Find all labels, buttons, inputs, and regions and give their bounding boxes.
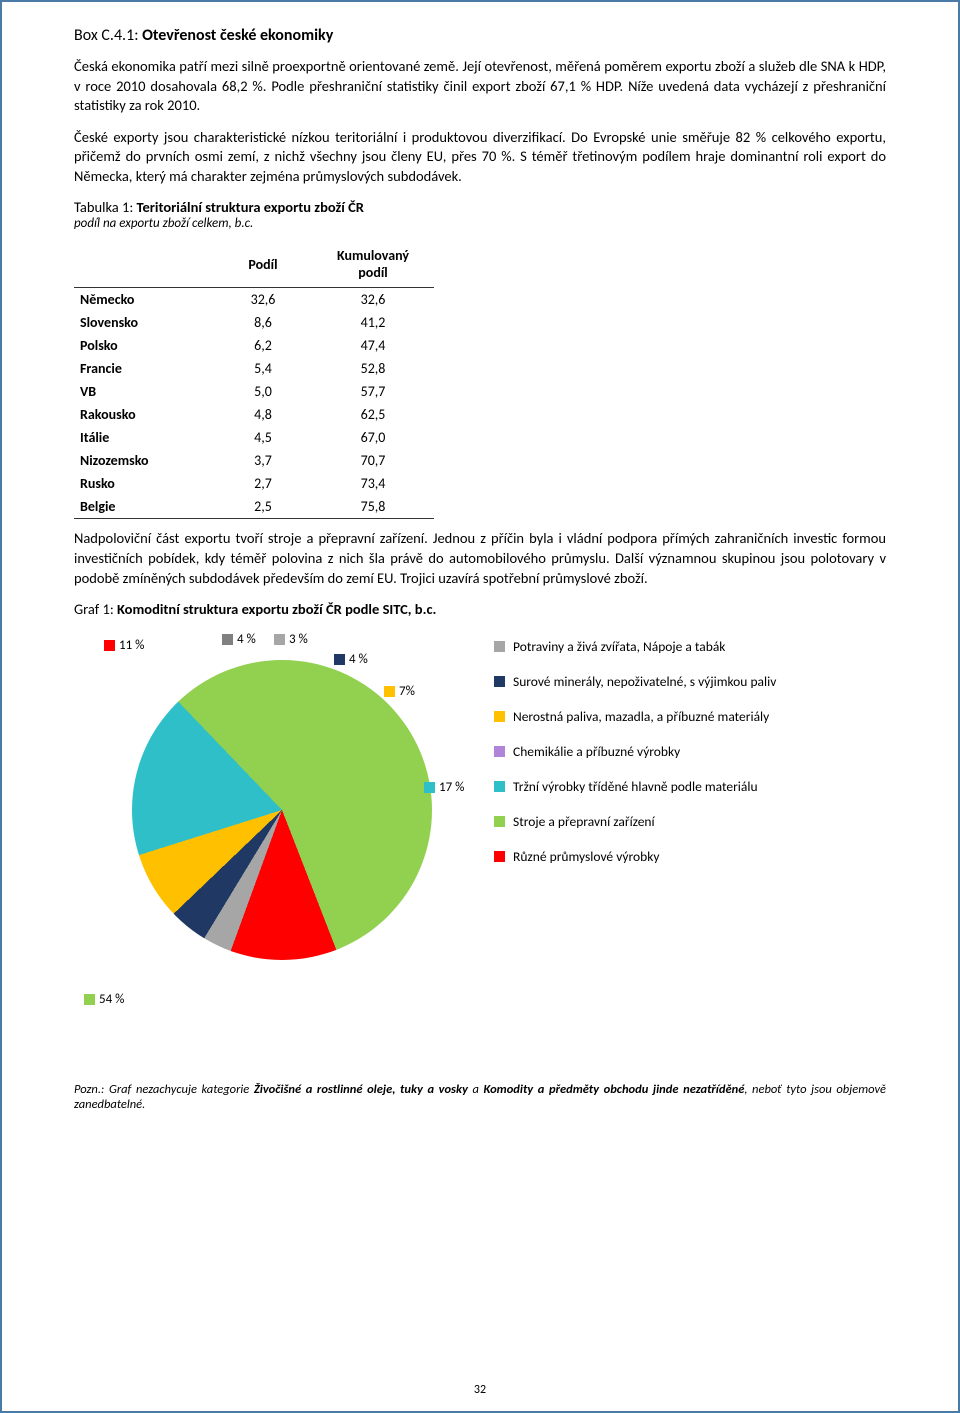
pie-slice-label: 11 % xyxy=(104,638,144,653)
box-label: Box C.4.1: xyxy=(74,26,138,45)
cell-share: 2,5 xyxy=(214,495,324,519)
cell-country: Itálie xyxy=(74,426,214,449)
cell-cum: 32,6 xyxy=(324,288,434,312)
cell-share: 2,7 xyxy=(214,472,324,495)
cell-country: Rusko xyxy=(74,472,214,495)
cell-cum: 73,4 xyxy=(324,472,434,495)
table-row: Rakousko4,862,5 xyxy=(74,403,434,426)
chart-title: Graf 1: Komoditní struktura exportu zbož… xyxy=(74,600,886,618)
page-number: 32 xyxy=(2,1383,958,1397)
table-row: Francie5,452,8 xyxy=(74,357,434,380)
pie-slice-label: 4 % xyxy=(222,632,256,647)
table-row: Nizozemsko3,770,7 xyxy=(74,449,434,472)
table-title: Tabulka 1: Teritoriální struktura export… xyxy=(74,198,886,216)
cell-share: 6,2 xyxy=(214,334,324,357)
legend-swatch xyxy=(494,816,505,827)
footnote-text: Graf nezachycuje kategorie Živočišné a r… xyxy=(74,1082,886,1112)
footnote: Pozn.: Graf nezachycuje kategorie Živoči… xyxy=(74,1082,886,1112)
cell-cum: 70,7 xyxy=(324,449,434,472)
legend-item: Tržní výrobky tříděné hlavně podle mater… xyxy=(494,778,886,795)
cell-cum: 62,5 xyxy=(324,403,434,426)
legend-item: Surové minerály, nepoživatelné, s výjimk… xyxy=(494,673,886,690)
document-page: Box C.4.1: Otevřenost české ekonomiky Če… xyxy=(0,0,960,1413)
cell-share: 32,6 xyxy=(214,288,324,312)
table-title-text: Teritoriální struktura exportu zboží ČR xyxy=(137,198,364,216)
table-title-prefix: Tabulka 1: xyxy=(74,198,133,216)
cell-cum: 57,7 xyxy=(324,380,434,403)
table-row: Rusko2,773,4 xyxy=(74,472,434,495)
legend: Potraviny a živá zvířata, Nápoje a tabák… xyxy=(494,632,886,883)
legend-item: Nerostná paliva, mazadla, a příbuzné mat… xyxy=(494,708,886,725)
export-table: Podíl Kumulovaný podíl Německo32,632,6Sl… xyxy=(74,241,434,519)
legend-label: Chemikálie a příbuzné výrobky xyxy=(513,743,680,760)
cell-share: 5,4 xyxy=(214,357,324,380)
legend-label: Surové minerály, nepoživatelné, s výjimk… xyxy=(513,673,776,690)
legend-label: Tržní výrobky tříděné hlavně podle mater… xyxy=(513,778,758,795)
legend-item: Chemikálie a příbuzné výrobky xyxy=(494,743,886,760)
cell-country: Nizozemsko xyxy=(74,449,214,472)
cell-share: 3,7 xyxy=(214,449,324,472)
legend-label: Stroje a přepravní zařízení xyxy=(513,813,655,830)
cell-cum: 52,8 xyxy=(324,357,434,380)
pie-chart xyxy=(132,660,432,960)
legend-swatch xyxy=(494,641,505,652)
cell-country: Polsko xyxy=(74,334,214,357)
table-row: Polsko6,247,4 xyxy=(74,334,434,357)
paragraph-3: Nadpoloviční část exportu tvoří stroje a… xyxy=(74,529,886,588)
pie-slice-label: 17 % xyxy=(424,780,464,795)
legend-item: Stroje a přepravní zařízení xyxy=(494,813,886,830)
box-title: Box C.4.1: Otevřenost české ekonomiky xyxy=(74,26,886,45)
legend-label: Nerostná paliva, mazadla, a příbuzné mat… xyxy=(513,708,769,725)
cell-share: 5,0 xyxy=(214,380,324,403)
table-header-share: Podíl xyxy=(214,241,324,288)
pie-slice-label: 3 % xyxy=(274,632,308,647)
paragraph-1: Česká ekonomika patří mezi silně proexpo… xyxy=(74,57,886,116)
cell-cum: 47,4 xyxy=(324,334,434,357)
cell-cum: 41,2 xyxy=(324,311,434,334)
cell-country: Slovensko xyxy=(74,311,214,334)
cell-country: Belgie xyxy=(74,495,214,519)
cell-country: Německo xyxy=(74,288,214,312)
chart-title-text: Komoditní struktura exportu zboží ČR pod… xyxy=(117,600,436,618)
table-header-country xyxy=(74,241,214,288)
footnote-prefix: Pozn.: xyxy=(74,1082,104,1097)
cell-cum: 75,8 xyxy=(324,495,434,519)
legend-label: Různé průmyslové výrobky xyxy=(513,848,659,865)
legend-label: Potraviny a živá zvířata, Nápoje a tabák xyxy=(513,638,725,655)
pie-slice-label: 7% xyxy=(384,684,415,699)
pie-slice-label: 4 % xyxy=(334,652,368,667)
cell-share: 4,8 xyxy=(214,403,324,426)
legend-item: Potraviny a živá zvířata, Nápoje a tabák xyxy=(494,638,886,655)
pie-wrap: 3 %4 %7%17 %54 %11 %4 % xyxy=(74,632,454,1042)
cell-country: Rakousko xyxy=(74,403,214,426)
table-row: VB5,057,7 xyxy=(74,380,434,403)
table-subtitle: podíl na exportu zboží celkem, b.c. xyxy=(74,216,886,231)
legend-swatch xyxy=(494,711,505,722)
paragraph-2: České exporty jsou charakteristické nízk… xyxy=(74,128,886,187)
cell-country: Francie xyxy=(74,357,214,380)
table-header-cum: Kumulovaný podíl xyxy=(324,241,434,288)
cell-share: 4,5 xyxy=(214,426,324,449)
table-row: Slovensko8,641,2 xyxy=(74,311,434,334)
box-title-text: Otevřenost české ekonomiky xyxy=(142,26,333,45)
legend-item: Různé průmyslové výrobky xyxy=(494,848,886,865)
table-row: Itálie4,567,0 xyxy=(74,426,434,449)
cell-country: VB xyxy=(74,380,214,403)
chart-title-prefix: Graf 1: xyxy=(74,600,114,618)
legend-swatch xyxy=(494,676,505,687)
legend-swatch xyxy=(494,851,505,862)
cell-share: 8,6 xyxy=(214,311,324,334)
table-row: Belgie2,575,8 xyxy=(74,495,434,519)
cell-cum: 67,0 xyxy=(324,426,434,449)
chart-row: 3 % 4 % 7% 17 % 54 % 11 % 4 % Potraviny a živá… xyxy=(74,632,886,1042)
table-row: Německo32,632,6 xyxy=(74,288,434,312)
pie-slice-label: 54 % xyxy=(84,992,124,1007)
legend-swatch xyxy=(494,781,505,792)
legend-swatch xyxy=(494,746,505,757)
